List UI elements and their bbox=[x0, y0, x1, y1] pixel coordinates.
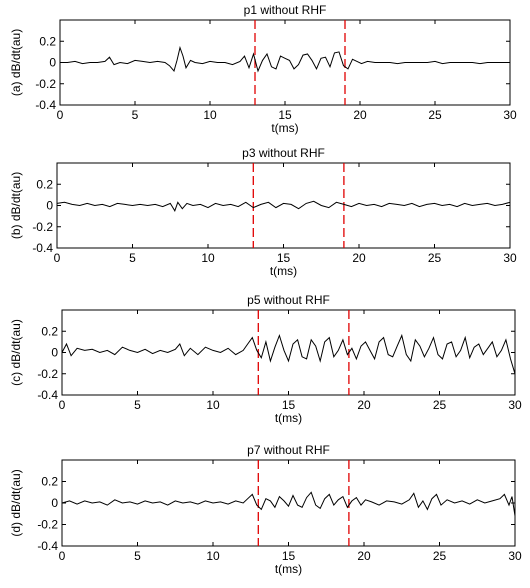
x-tick-label: 30 bbox=[508, 549, 522, 563]
x-tick-label: 20 bbox=[352, 251, 366, 265]
x-tick-label: 30 bbox=[503, 108, 517, 122]
y-tick-label: 0.2 bbox=[39, 34, 56, 48]
y-axis-label: (a) dB/dt(au) bbox=[9, 29, 23, 96]
x-axis-label: t(ms) bbox=[275, 411, 302, 425]
x-tick-label: 15 bbox=[278, 108, 292, 122]
x-tick-label: 25 bbox=[428, 251, 442, 265]
y-axis-label: (b) dB/dt(au) bbox=[9, 172, 23, 239]
x-tick-label: 20 bbox=[353, 108, 367, 122]
x-tick-label: 15 bbox=[282, 549, 296, 563]
y-tick-label: 0 bbox=[51, 346, 58, 360]
y-tick-label: -0.4 bbox=[37, 539, 58, 553]
y-tick-label: -0.2 bbox=[37, 518, 58, 532]
x-tick-label: 25 bbox=[433, 549, 447, 563]
series-line bbox=[61, 333, 516, 374]
x-tick-label: 20 bbox=[357, 549, 371, 563]
series-line bbox=[61, 491, 516, 516]
x-tick-label: 15 bbox=[282, 398, 296, 412]
x-tick-label: 5 bbox=[134, 398, 141, 412]
x-tick-label: 0 bbox=[59, 549, 66, 563]
x-tick-label: 30 bbox=[503, 251, 517, 265]
y-tick-label: -0.2 bbox=[35, 77, 56, 91]
x-tick-label: 0 bbox=[57, 108, 64, 122]
chart-title: p5 without RHF bbox=[247, 293, 330, 307]
y-tick-label: -0.2 bbox=[37, 367, 58, 381]
chart-title: p1 without RHF bbox=[244, 3, 327, 17]
plot-frame bbox=[61, 459, 516, 547]
x-tick-label: 10 bbox=[206, 549, 220, 563]
y-tick-label: 0.2 bbox=[41, 324, 58, 338]
y-tick-label: 0.2 bbox=[36, 177, 53, 191]
x-tick-label: 5 bbox=[129, 251, 136, 265]
x-tick-label: 15 bbox=[277, 251, 291, 265]
x-tick-label: 25 bbox=[433, 398, 447, 412]
plot-frame bbox=[59, 19, 511, 106]
plot-frame bbox=[61, 309, 516, 396]
x-axis-label: t(ms) bbox=[275, 562, 302, 576]
x-tick-label: 10 bbox=[206, 398, 220, 412]
y-tick-label: 0.2 bbox=[41, 475, 58, 489]
x-tick-label: 5 bbox=[134, 549, 141, 563]
y-axis-label: (c) dB/dt(au) bbox=[9, 319, 23, 386]
x-tick-label: 25 bbox=[428, 108, 442, 122]
x-tick-label: 30 bbox=[508, 398, 522, 412]
y-tick-label: -0.4 bbox=[32, 241, 53, 255]
x-tick-label: 0 bbox=[59, 398, 66, 412]
x-tick-label: 10 bbox=[201, 251, 215, 265]
series-line bbox=[60, 45, 510, 73]
y-axis-label: (d) dB/dt(au) bbox=[9, 469, 23, 536]
series-line bbox=[56, 200, 511, 212]
x-tick-label: 20 bbox=[357, 398, 371, 412]
y-tick-label: 0 bbox=[46, 199, 53, 213]
x-axis-label: t(ms) bbox=[270, 264, 297, 278]
x-axis-label: t(ms) bbox=[271, 121, 298, 135]
y-tick-label: -0.4 bbox=[37, 388, 58, 402]
x-tick-label: 5 bbox=[132, 108, 139, 122]
x-tick-label: 10 bbox=[203, 108, 217, 122]
chart-title: p3 without RHF bbox=[242, 146, 325, 160]
y-tick-label: 0 bbox=[51, 496, 58, 510]
y-tick-label: -0.2 bbox=[32, 220, 53, 234]
x-tick-label: 0 bbox=[54, 251, 61, 265]
chart-title: p7 without RHF bbox=[247, 443, 330, 457]
y-tick-label: 0 bbox=[49, 56, 56, 70]
y-tick-label: -0.4 bbox=[35, 98, 56, 112]
